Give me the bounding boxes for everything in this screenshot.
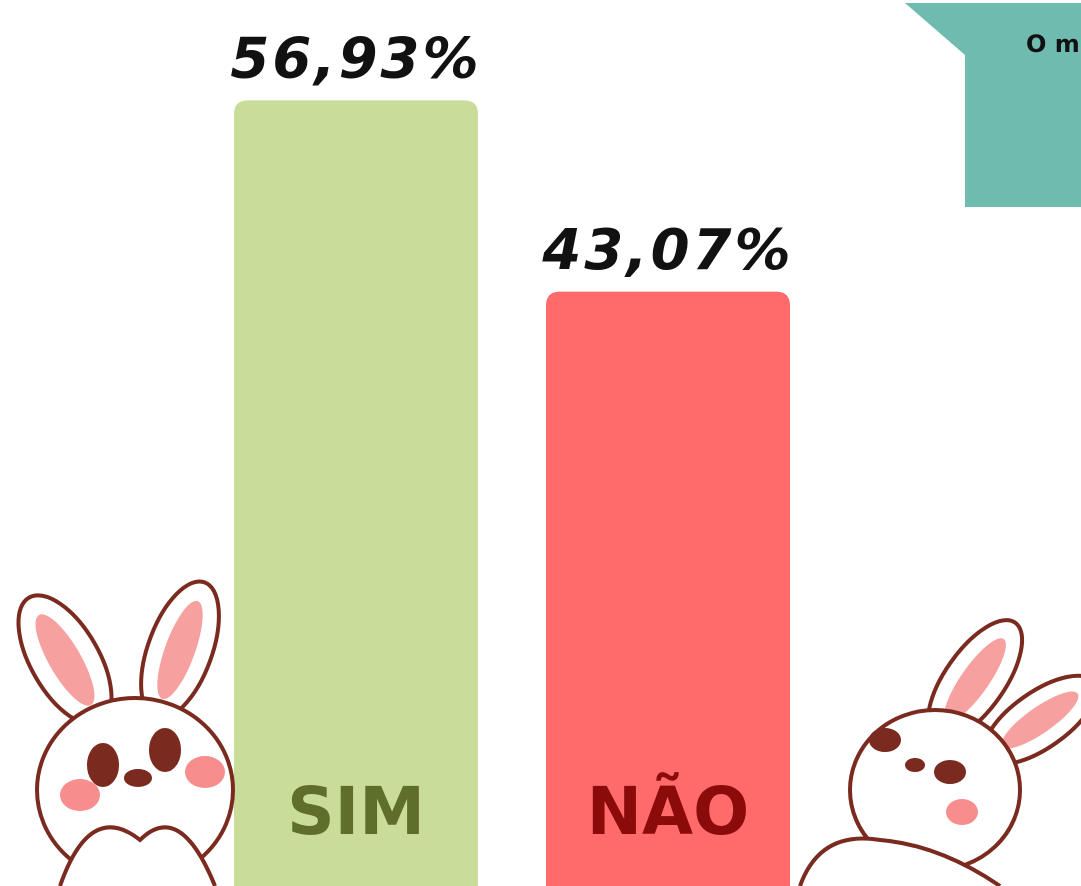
value-label: 56,93%	[230, 27, 481, 92]
value-label: 43,07%	[541, 218, 793, 283]
category-label: SIM	[287, 773, 425, 850]
bunny-right	[798, 618, 1081, 886]
bar	[546, 291, 790, 886]
category-label: NÃO	[587, 772, 749, 850]
banner	[905, 3, 1081, 207]
banner-text: O m	[1026, 30, 1080, 58]
bunny-left	[16, 579, 235, 886]
bar	[234, 100, 478, 886]
